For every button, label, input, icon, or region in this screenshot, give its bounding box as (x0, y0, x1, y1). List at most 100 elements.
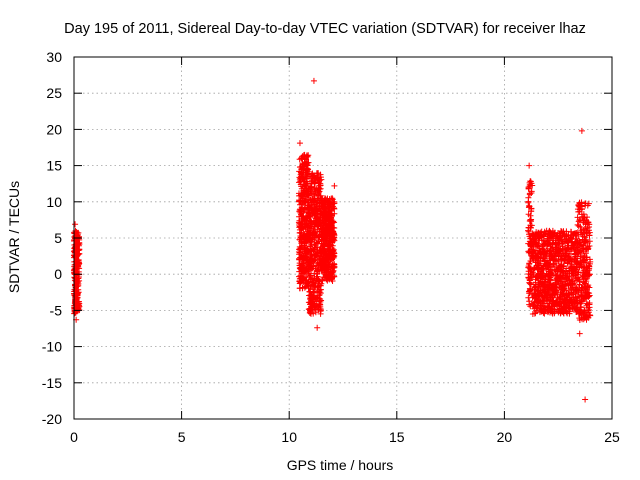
data-point-segment-3 (570, 243, 577, 250)
data-point-segment-2 (304, 266, 311, 273)
data-point-segment-3 (572, 253, 579, 260)
data-point-segment-2 (306, 232, 313, 239)
data-point-segment-3 (546, 309, 553, 316)
data-point-segment-1 (75, 240, 82, 247)
data-point-segment-3 (576, 310, 583, 317)
data-point-segment-2 (330, 204, 337, 211)
data-point-segment-3 (567, 258, 574, 265)
data-point-segment-2 (310, 310, 317, 317)
data-point-segment-2 (323, 276, 330, 283)
data-point-segment-3 (551, 229, 558, 236)
data-point-segment-2 (309, 275, 316, 282)
data-point-segment-3 (542, 306, 549, 313)
x-tick-label: 5 (178, 429, 186, 445)
data-point-segment-2 (311, 175, 318, 182)
data-point-segment-2 (300, 199, 307, 206)
data-point-segment-3 (548, 299, 555, 306)
data-point-segment-2 (307, 218, 314, 225)
data-point-segment-1 (71, 290, 78, 297)
data-point-segment-2 (309, 210, 316, 217)
data-point-segment-3 (552, 281, 559, 288)
data-point-segment-2 (310, 289, 317, 296)
data-point-segment-2 (307, 305, 314, 312)
data-point-segment-2 (301, 284, 308, 291)
data-point-segment-3 (584, 240, 591, 247)
data-point-segment-2 (296, 192, 303, 199)
data-point-segment-3 (527, 287, 534, 294)
data-point-segment-3 (552, 272, 559, 279)
data-point-segment-3 (576, 199, 583, 206)
data-point-outlier (296, 140, 303, 147)
data-point-segment-3 (566, 270, 573, 277)
data-point-segment-3 (546, 281, 553, 288)
data-point-segment-2 (321, 195, 328, 202)
data-point-segment-2 (303, 152, 310, 159)
y-tick-label: -10 (42, 339, 62, 355)
data-point-segment-1 (75, 306, 82, 313)
data-point-segment-3 (529, 294, 536, 301)
data-point-segment-3 (566, 277, 573, 284)
data-point-segment-2 (319, 236, 326, 243)
data-point-segment-3 (574, 307, 581, 314)
data-point-segment-2 (296, 285, 303, 292)
data-point-segment-2 (321, 229, 328, 236)
y-tick-label: -20 (42, 411, 62, 427)
data-point-segment-3 (532, 276, 539, 283)
data-point-segment-3 (580, 279, 587, 286)
data-point-segment-2 (320, 264, 327, 271)
data-point-segment-2 (311, 195, 318, 202)
data-point-segment-3 (571, 266, 578, 273)
y-tick-label: 30 (46, 49, 62, 65)
data-point-segment-3 (529, 230, 536, 237)
data-point-segment-3 (557, 278, 564, 285)
data-point-segment-2 (314, 276, 321, 283)
data-point-segment-3 (557, 268, 564, 275)
data-point-segment-3 (562, 299, 569, 306)
data-point-segment-2 (303, 279, 310, 286)
data-point-segment-3 (528, 208, 535, 215)
data-point-segment-2 (302, 249, 309, 256)
data-point-segment-2 (321, 256, 328, 263)
data-point-segment-3 (526, 191, 533, 198)
data-point-segment-3 (525, 199, 532, 206)
data-point-segment-3 (574, 259, 581, 266)
data-point-segment-3 (525, 185, 532, 192)
data-point-segment-3 (548, 306, 555, 313)
data-point-segment-3 (543, 253, 550, 260)
data-point-segment-3 (574, 221, 581, 228)
data-point-segment-3 (537, 255, 544, 262)
data-point-segment-2 (297, 169, 304, 176)
data-point-segment-3 (566, 257, 573, 264)
data-point-segment-2 (304, 223, 311, 230)
data-point-segment-3 (525, 194, 532, 201)
data-point-segment-2 (307, 253, 314, 260)
data-point-segment-3 (562, 281, 569, 288)
data-point-segment-2 (323, 251, 330, 258)
data-point-segment-3 (539, 246, 546, 253)
data-point-segment-2 (319, 277, 326, 284)
data-point-segment-3 (532, 259, 539, 266)
data-point-segment-3 (558, 306, 565, 313)
data-point-segment-2 (310, 296, 317, 303)
y-tick-label: 10 (46, 194, 62, 210)
y-tick-label: 15 (46, 158, 62, 174)
data-point-segment-2 (321, 246, 328, 253)
data-point-segment-2 (296, 208, 303, 215)
data-point-segment-2 (299, 225, 306, 232)
data-point-segment-3 (576, 293, 583, 300)
data-point-segment-3 (578, 263, 585, 270)
data-point-segment-3 (526, 181, 533, 188)
data-point-segment-3 (559, 286, 566, 293)
data-point-segment-3 (582, 244, 589, 251)
y-tick-label: 5 (54, 230, 62, 246)
data-point-segment-3 (575, 202, 582, 209)
data-point-segment-3 (574, 214, 581, 221)
data-point-segment-2 (324, 198, 331, 205)
data-point-segment-3 (586, 232, 593, 239)
data-point-segment-3 (577, 260, 584, 267)
data-point-segment-2 (322, 271, 329, 278)
data-point-segment-2 (298, 155, 305, 162)
data-point-segment-3 (574, 269, 581, 276)
data-point-segment-2 (318, 176, 325, 183)
data-point-segment-3 (541, 249, 548, 256)
